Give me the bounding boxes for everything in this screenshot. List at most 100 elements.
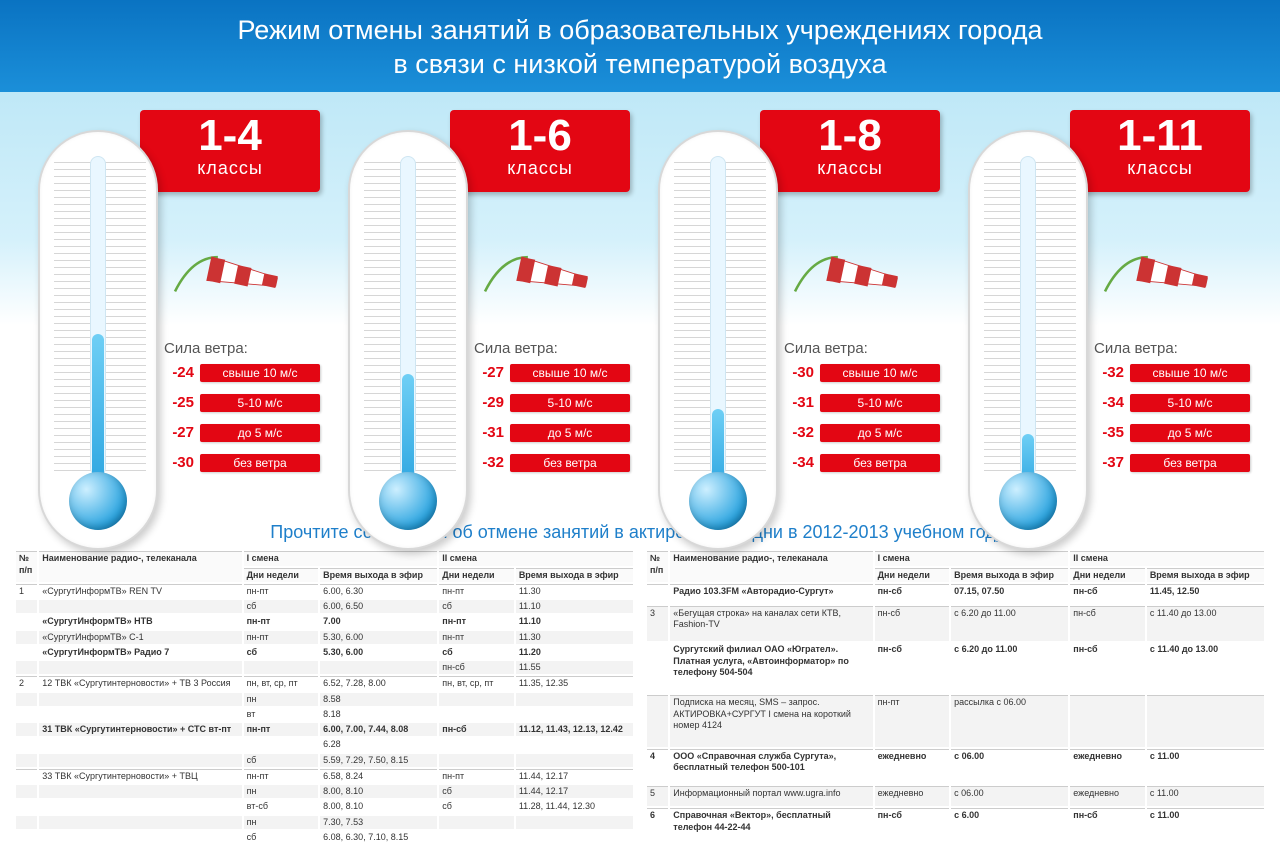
table-row: пн 8.00, 8.10 сб 11.44, 12.17 [16, 785, 633, 798]
grade-range: 1-4 [140, 114, 320, 158]
temp-value: -34 [1090, 394, 1124, 411]
windsock-icon [1090, 240, 1240, 300]
wind-row: -35 до 5 м/с [1090, 423, 1250, 443]
temp-value: -34 [780, 454, 814, 471]
thermometer-panel: 1-6 классы Сила ветра: [340, 110, 630, 517]
wind-row: -34 без ветра [780, 453, 940, 473]
wind-row: -30 свыше 10 м/с [780, 363, 940, 383]
temp-value: -31 [780, 394, 814, 411]
grade-label: классы [1070, 158, 1250, 179]
wind-label: свыше 10 м/с [510, 364, 630, 382]
schedule-table-left: № п/п Наименование радио-, телеканала I … [14, 549, 635, 846]
grade-range: 1-6 [450, 114, 630, 158]
wind-label: 5-10 м/с [200, 394, 320, 412]
table-row: Подписка на месяц, SMS – запрос. АКТИРОВ… [647, 695, 1264, 746]
schedule-table-right: № п/п Наименование радио-, телеканала I … [645, 549, 1266, 846]
table-row: вт 8.18 [16, 708, 633, 721]
grade-range: 1-8 [760, 114, 940, 158]
wind-row: -32 свыше 10 м/с [1090, 363, 1250, 383]
wind-title: Сила ветра: [164, 340, 320, 357]
wind-row: -27 свыше 10 м/с [470, 363, 630, 383]
wind-row: -32 без ветра [470, 453, 630, 473]
wind-label: без ветра [510, 454, 630, 472]
temp-value: -30 [160, 454, 194, 471]
wind-column: Сила ветра: -24 свыше 10 м/с -25 5-10 м/… [160, 340, 320, 483]
wind-row: -31 5-10 м/с [780, 393, 940, 413]
wind-label: без ветра [820, 454, 940, 472]
temp-value: -24 [160, 364, 194, 381]
windsock-icon [470, 240, 620, 300]
table-row: пн 7.30, 7.53 [16, 816, 633, 829]
thermometer-panel: 1-8 классы Сила ветра: [650, 110, 940, 517]
wind-row: -37 без ветра [1090, 453, 1250, 473]
tables-section: Прочтите сообщения об отмене занятий в а… [0, 516, 1280, 854]
grade-badge: 1-8 классы [760, 110, 940, 192]
thermometer-strip: 1-4 классы Сила ветра: [0, 92, 1280, 517]
temp-value: -25 [160, 394, 194, 411]
table-row: 1 «СургутИнформТВ» REN TV пн-пт 6.00, 6.… [16, 584, 633, 598]
wind-title: Сила ветра: [1094, 340, 1250, 357]
table-row: 3 «Бегущая строка» на каналах сети КТВ, … [647, 606, 1264, 642]
table-row: «СургутИнформТВ» С-1 пн-пт 5.30, 6.00 пн… [16, 631, 633, 644]
windsock-icon [780, 240, 930, 300]
table-row: 33 ТВК «Сургутинтерновости» + ТВЦ пн-пт … [16, 769, 633, 783]
temp-value: -37 [1090, 454, 1124, 471]
grade-badge: 1-11 классы [1070, 110, 1250, 192]
wind-label: до 5 м/с [200, 424, 320, 442]
title-line-1: Режим отмены занятий в образовательных у… [0, 14, 1280, 48]
thermometer-panel: 1-11 классы Сила ветра: [960, 110, 1250, 517]
table-row: 2 12 ТВК «Сургутинтерновости» + ТВ 3 Рос… [16, 676, 633, 690]
wind-label: до 5 м/с [1130, 424, 1250, 442]
wind-column: Сила ветра: -27 свыше 10 м/с -29 5-10 м/… [470, 340, 630, 483]
temp-value: -30 [780, 364, 814, 381]
temp-value: -32 [470, 454, 504, 471]
title-line-2: в связи с низкой температурой воздуха [0, 48, 1280, 82]
temp-value: -35 [1090, 424, 1124, 441]
temp-value: -27 [470, 364, 504, 381]
table-row: «СургутИнформТВ» Радио 7 сб 5.30, 6.00 с… [16, 646, 633, 659]
wind-label: 5-10 м/с [510, 394, 630, 412]
temp-value: -31 [470, 424, 504, 441]
temp-value: -27 [160, 424, 194, 441]
table-row: 6.28 [16, 738, 633, 751]
wind-row: -34 5-10 м/с [1090, 393, 1250, 413]
wind-label: свыше 10 м/с [1130, 364, 1250, 382]
table-row: вт-сб 8.00, 8.10 сб 11.28, 11.44, 12.30 [16, 800, 633, 813]
wind-row: -32 до 5 м/с [780, 423, 940, 443]
thermometer-icon [38, 130, 158, 550]
tables-subheading: Прочтите сообщения об отмене занятий в а… [14, 522, 1266, 543]
tables-wrap: № п/п Наименование радио-, телеканала I … [14, 549, 1266, 846]
grade-label: классы [760, 158, 940, 179]
grade-badge: 1-4 классы [140, 110, 320, 192]
wind-label: до 5 м/с [820, 424, 940, 442]
wind-title: Сила ветра: [474, 340, 630, 357]
table-row: 4 ООО «Справочная служба Сургута», беспл… [647, 749, 1264, 785]
wind-label: свыше 10 м/с [200, 364, 320, 382]
wind-row: -27 до 5 м/с [160, 423, 320, 443]
wind-title: Сила ветра: [784, 340, 940, 357]
wind-column: Сила ветра: -32 свыше 10 м/с -34 5-10 м/… [1090, 340, 1250, 483]
title-header: Режим отмены занятий в образовательных у… [0, 0, 1280, 92]
wind-row: -31 до 5 м/с [470, 423, 630, 443]
table-row: 31 ТВК «Сургутинтерновости» + СТС вт-пт … [16, 723, 633, 736]
table-row: сб 6.08, 6.30, 7.10, 8.15 [16, 831, 633, 844]
thermometer-icon [658, 130, 778, 550]
wind-row: -29 5-10 м/с [470, 393, 630, 413]
thermometer-icon [968, 130, 1088, 550]
wind-label: 5-10 м/с [820, 394, 940, 412]
table-row: «СургутИнформТВ» НТВ пн-пт 7.00 пн-пт 11… [16, 615, 633, 628]
wind-row: -25 5-10 м/с [160, 393, 320, 413]
table-row: сб 6.00, 6.50 сб 11.10 [16, 600, 633, 613]
wind-label: свыше 10 м/с [820, 364, 940, 382]
table-row: пн 8.58 [16, 693, 633, 706]
wind-label: без ветра [200, 454, 320, 472]
poster: Режим отмены занятий в образовательных у… [0, 0, 1280, 854]
temp-value: -29 [470, 394, 504, 411]
wind-label: без ветра [1130, 454, 1250, 472]
grade-range: 1-11 [1070, 114, 1250, 158]
wind-row: -24 свыше 10 м/с [160, 363, 320, 383]
thermometer-panel: 1-4 классы Сила ветра: [30, 110, 320, 517]
thermometer-icon [348, 130, 468, 550]
table-row: Радио 103.3FM «Авторадио-Сургут» пн-сб 0… [647, 584, 1264, 604]
wind-column: Сила ветра: -30 свыше 10 м/с -31 5-10 м/… [780, 340, 940, 483]
